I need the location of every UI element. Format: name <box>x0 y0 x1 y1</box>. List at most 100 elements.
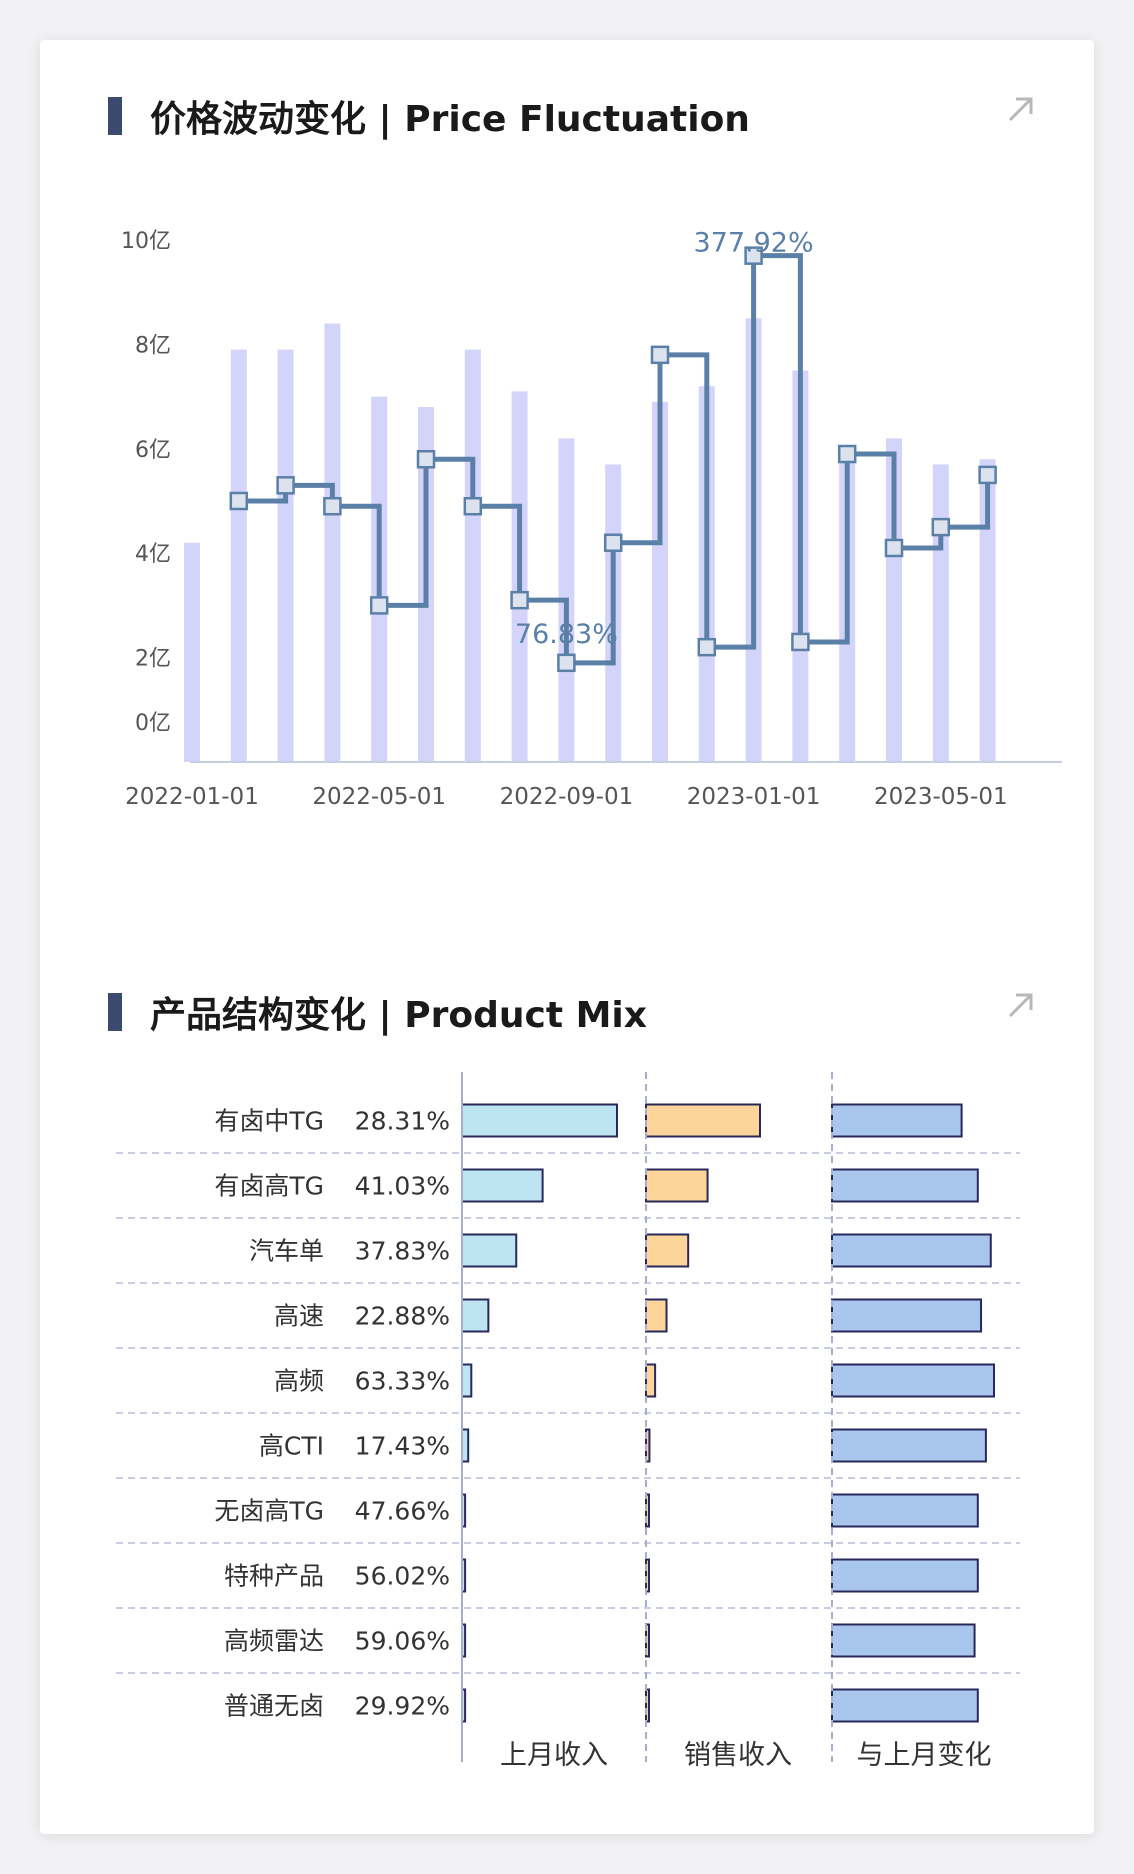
mix-row[interactable]: 高频 63.33% <box>274 1363 995 1398</box>
price-point-marker[interactable] <box>369 596 389 615</box>
price-section-header: 价格波动变化 | Price Fluctuation <box>108 96 750 140</box>
row-separators <box>116 1152 1020 1674</box>
price-point-marker[interactable] <box>931 517 951 537</box>
column-header: 销售收入 <box>684 1740 792 1771</box>
bar-change[interactable] <box>831 1623 976 1658</box>
mix-row[interactable]: 普通无卤 29.92% <box>224 1688 979 1723</box>
bar-sales[interactable] <box>645 1103 761 1138</box>
row-pct: 29.92% <box>355 1692 450 1721</box>
price-point-marker[interactable] <box>978 465 997 485</box>
price-point-marker[interactable] <box>603 533 623 553</box>
price-point-marker[interactable] <box>276 476 295 495</box>
row-name: 高频雷达 <box>224 1627 324 1656</box>
sales-bar[interactable] <box>464 349 481 762</box>
price-point-marker[interactable] <box>323 496 342 516</box>
sales-bar[interactable] <box>230 349 247 762</box>
x-tick-label: 2022-05-01 <box>312 784 446 810</box>
row-pct: 28.31% <box>355 1107 450 1136</box>
mix-row[interactable]: 高CTI 17.43% <box>259 1428 987 1463</box>
price-section-title: 价格波动变化 | Price Fluctuation <box>150 99 750 140</box>
bar-sales[interactable] <box>645 1233 690 1268</box>
row-name: 有卤高TG <box>214 1172 324 1201</box>
y-tick-label: 8亿 <box>135 333 171 358</box>
row-pct: 59.06% <box>355 1627 450 1656</box>
price-point-marker[interactable] <box>229 491 249 511</box>
price-point-marker[interactable] <box>837 444 857 464</box>
price-point-marker[interactable] <box>463 496 483 516</box>
bar-sales[interactable] <box>645 1688 650 1723</box>
mix-row[interactable]: 汽车单 37.83% <box>249 1233 992 1268</box>
row-name: 高CTI <box>259 1432 324 1461</box>
price-markers <box>229 246 997 673</box>
y-tick-label: 2亿 <box>135 647 171 672</box>
sales-bar[interactable] <box>932 464 949 762</box>
price-point-marker[interactable] <box>884 538 904 558</box>
annotation-label: 377.92% <box>694 228 814 259</box>
row-name: 有卤中TG <box>214 1107 324 1136</box>
mix-row[interactable]: 有卤中TG 28.31% <box>214 1103 963 1138</box>
bar-sales[interactable] <box>645 1363 657 1398</box>
price-point-marker[interactable] <box>697 637 717 657</box>
expand-arrow-icon[interactable] <box>1006 990 1036 1020</box>
y-tick-label: 0亿 <box>135 711 171 736</box>
bar-prev[interactable] <box>461 1363 473 1398</box>
bar-change[interactable] <box>831 1428 987 1463</box>
price-point-marker[interactable] <box>557 653 576 673</box>
sales-bar[interactable] <box>979 459 996 762</box>
row-pct: 47.66% <box>355 1497 450 1526</box>
bar-sales[interactable] <box>645 1558 650 1593</box>
row-pct: 56.02% <box>355 1562 450 1591</box>
bar-change[interactable] <box>831 1688 979 1723</box>
x-axis-labels: 2022-01-01 2022-05-01 2022-09-01 2023-01-01… <box>125 784 1007 810</box>
x-tick-label: 2022-09-01 <box>500 784 634 810</box>
price-point-marker[interactable] <box>510 590 529 610</box>
mix-row[interactable]: 高频雷达 59.06% <box>224 1623 976 1658</box>
sales-bar[interactable] <box>184 542 200 762</box>
y-tick-label: 10亿 <box>121 229 171 254</box>
mix-row[interactable]: 有卤高TG 41.03% <box>214 1168 979 1203</box>
bar-prev[interactable] <box>461 1233 518 1268</box>
mix-section-header: 产品结构变化 | Product Mix <box>108 992 647 1036</box>
sales-bar[interactable] <box>277 349 294 762</box>
bar-change[interactable] <box>831 1103 963 1138</box>
mix-row[interactable]: 无卤高TG 47.66% <box>214 1493 979 1528</box>
column-header: 与上月变化 <box>857 1740 992 1771</box>
bar-sales[interactable] <box>645 1298 668 1333</box>
bar-prev[interactable] <box>461 1168 544 1203</box>
price-point-marker[interactable] <box>744 246 763 265</box>
row-pct: 22.88% <box>355 1302 450 1331</box>
price-point-marker[interactable] <box>416 449 436 469</box>
bar-prev[interactable] <box>461 1298 490 1333</box>
row-name: 高速 <box>274 1302 324 1331</box>
bar-sales[interactable] <box>645 1168 709 1203</box>
annotations: 377.92% 76.83% <box>515 228 814 650</box>
row-pct: 41.03% <box>355 1172 450 1201</box>
expand-arrow-icon[interactable] <box>1006 94 1036 124</box>
x-tick-label: 2022-01-01 <box>125 784 259 810</box>
sales-bar[interactable] <box>652 401 668 762</box>
x-tick-label: 2023-01-01 <box>687 784 821 810</box>
price-point-marker[interactable] <box>650 345 670 365</box>
mix-row[interactable]: 特种产品 56.02% <box>224 1558 979 1593</box>
price-point-marker[interactable] <box>791 632 810 652</box>
sales-bar[interactable] <box>886 438 902 762</box>
bar-change[interactable] <box>831 1363 995 1398</box>
sales-bar[interactable] <box>324 323 341 762</box>
column-header: 上月收入 <box>500 1740 608 1771</box>
title-accent-bar <box>108 993 122 1031</box>
row-pct: 37.83% <box>355 1237 450 1266</box>
mix-section-title: 产品结构变化 | Product Mix <box>150 995 647 1036</box>
bar-change[interactable] <box>831 1298 983 1333</box>
title-accent-bar <box>108 97 122 135</box>
row-name: 特种产品 <box>224 1562 324 1591</box>
bar-change[interactable] <box>831 1558 979 1593</box>
bar-change[interactable] <box>831 1233 992 1268</box>
sales-bars <box>184 318 996 762</box>
mix-row[interactable]: 高速 22.88% <box>274 1298 983 1333</box>
bar-change[interactable] <box>831 1168 979 1203</box>
price-step-line <box>238 253 991 666</box>
column-headers: 上月收入 销售收入 与上月变化 <box>500 1740 992 1771</box>
bar-change[interactable] <box>831 1493 979 1528</box>
bar-prev[interactable] <box>461 1103 618 1138</box>
